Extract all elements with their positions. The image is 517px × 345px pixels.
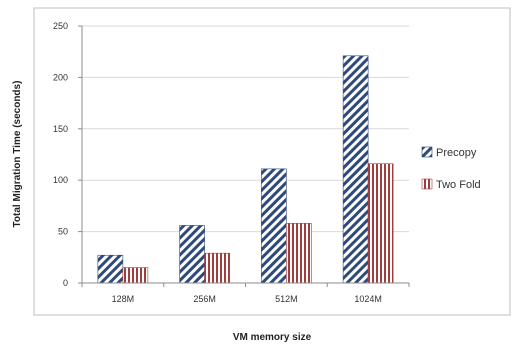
bars — [97, 55, 394, 284]
x-tick-label: 256M — [193, 294, 216, 304]
bar-two-fold-128m — [122, 267, 149, 284]
y-tick-label: 0 — [63, 278, 68, 288]
bar-two-fold-256m — [204, 252, 230, 284]
bar-two-fold-1024m — [367, 163, 394, 284]
legend-swatch-two-fold — [421, 178, 433, 190]
bar-precopy-512m — [261, 168, 287, 284]
x-tick-label: 128M — [112, 294, 135, 304]
y-tick-label: 50 — [58, 227, 68, 237]
y-tick-label: 150 — [53, 124, 68, 134]
x-tick-label: 1024M — [354, 294, 382, 304]
x-tick-label: 512M — [275, 294, 298, 304]
x-axis-ticks: 128M 256M 512M 1024M — [81, 283, 410, 304]
legend-label: Precopy — [436, 147, 477, 159]
y-tick-label: 100 — [53, 175, 68, 185]
y-axis-ticks: 0 50 100 150 200 250 — [53, 21, 82, 288]
legend: Precopy Two Fold — [421, 146, 481, 191]
y-tick-label: 250 — [53, 21, 68, 31]
legend-swatch-precopy — [421, 146, 433, 158]
bar-precopy-1024m — [342, 55, 369, 284]
bar-two-fold-512m — [286, 223, 312, 284]
y-axis-title: Total Migration Time (seconds) — [12, 81, 23, 228]
x-axis-title: VM memory size — [233, 332, 312, 343]
bar-precopy-256m — [179, 225, 205, 284]
y-tick-label: 200 — [53, 72, 68, 82]
legend-label: Two Fold — [436, 179, 481, 191]
bar-precopy-128m — [97, 254, 124, 284]
